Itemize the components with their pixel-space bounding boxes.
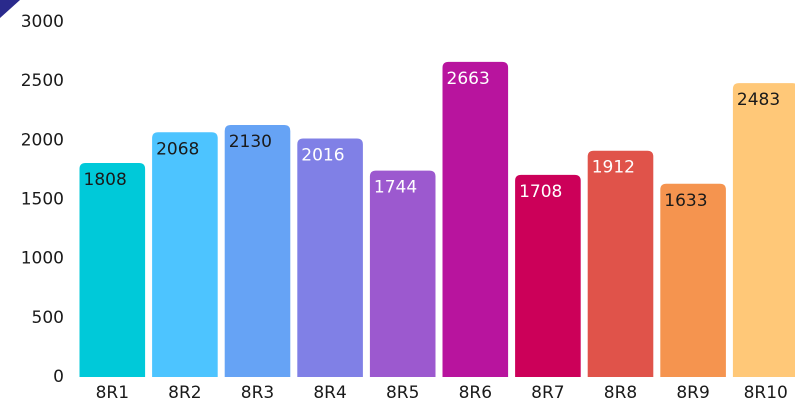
- bar: [660, 183, 726, 377]
- data-label: 1633: [664, 191, 707, 211]
- data-label: 1744: [374, 178, 417, 198]
- data-label: 2483: [737, 90, 780, 110]
- x-tick-label: 8R5: [386, 383, 419, 403]
- bar: [515, 174, 581, 377]
- data-label: 2016: [301, 145, 344, 165]
- bar: [732, 83, 795, 377]
- data-label: 2130: [229, 132, 272, 152]
- data-label: 1708: [519, 182, 562, 202]
- bar: [152, 132, 218, 377]
- bar: [79, 163, 146, 377]
- bar: [442, 61, 509, 378]
- y-tick-label: 2500: [21, 71, 64, 91]
- corner-decoration: [0, 0, 20, 18]
- data-label: 2663: [447, 69, 490, 89]
- y-tick-label: 2000: [21, 130, 64, 150]
- x-tick-label: 8R4: [313, 383, 346, 403]
- data-label: 2068: [156, 139, 199, 159]
- x-tick-label: 8R6: [459, 383, 492, 403]
- data-label: 1808: [84, 170, 127, 190]
- x-tick-label: 8R7: [531, 383, 564, 403]
- bar: [369, 170, 436, 377]
- y-tick-label: 500: [32, 308, 64, 328]
- y-tick-label: 3000: [21, 12, 64, 32]
- bar: [224, 124, 291, 377]
- y-tick-label: 1500: [21, 190, 64, 210]
- x-tick-label: 8R3: [241, 383, 274, 403]
- bar: [297, 138, 363, 377]
- bar: [587, 150, 654, 377]
- x-tick-label: 8R1: [96, 383, 129, 403]
- y-tick-label: 0: [53, 367, 64, 387]
- x-tick-label: 8R9: [676, 383, 709, 403]
- x-tick-label: 8R2: [168, 383, 201, 403]
- x-tick-label: 8R10: [744, 383, 788, 403]
- y-tick-label: 1000: [21, 249, 64, 269]
- data-label: 1912: [592, 158, 635, 178]
- x-tick-label: 8R8: [604, 383, 637, 403]
